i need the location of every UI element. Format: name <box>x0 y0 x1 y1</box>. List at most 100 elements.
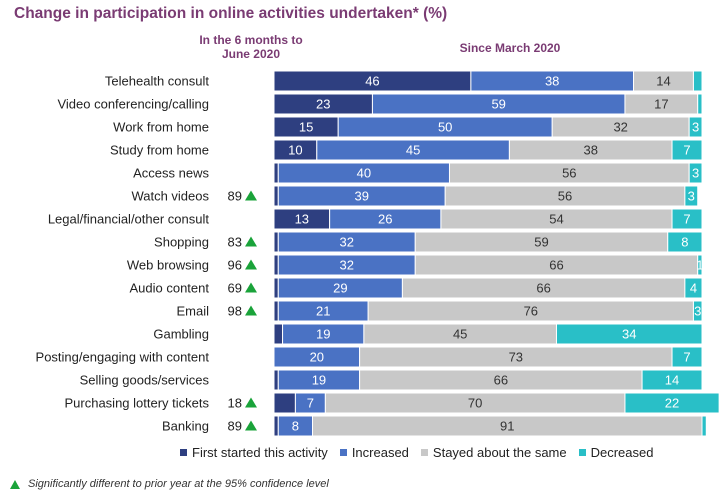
category-label-selling-goods-services: Selling goods/services <box>80 373 210 388</box>
legend-item-stayed-about-the-same: Stayed about the same <box>420 445 567 460</box>
data-label-selling-goods-services-stayed-about-the-same: 66 <box>494 373 508 388</box>
bar-segment-banking-first-started-this-activity <box>273 415 279 437</box>
category-label-posting-engaging-with-content: Posting/engaging with content <box>36 350 210 365</box>
data-label-posting-engaging-with-content-increased: 20 <box>310 350 324 365</box>
category-label-banking: Banking <box>162 419 209 434</box>
data-label-study-from-home-decreased: 7 <box>683 143 690 158</box>
category-label-email: Email <box>176 304 209 319</box>
category-label-study-from-home: Study from home <box>110 143 209 158</box>
category-label-telehealth-consult: Telehealth consult <box>105 74 209 89</box>
data-label-posting-engaging-with-content-decreased: 7 <box>683 350 690 365</box>
data-label-email-decreased: 3 <box>694 304 701 319</box>
data-label-web-browsing-increased: 32 <box>340 258 354 273</box>
data-label-web-browsing-stayed-about-the-same: 66 <box>549 258 563 273</box>
footnote: Significantly different to prior year at… <box>10 478 329 490</box>
bar-segment-email-decreased <box>692 300 703 322</box>
data-label-study-from-home-first-started-this-activity: 10 <box>288 143 302 158</box>
chart-legend: First started this activity Increased Stay… <box>180 445 653 460</box>
data-label-shopping-decreased: 8 <box>681 235 688 250</box>
category-label-shopping: Shopping <box>154 235 209 250</box>
data-label-telehealth-consult-increased: 38 <box>545 74 559 89</box>
significance-triangle-icon <box>10 479 20 489</box>
bar-segment-study-from-home-decreased <box>671 139 703 161</box>
bar-segment-selling-goods-services-decreased <box>641 369 703 391</box>
significance-triangle-icon <box>245 282 257 293</box>
bar-segment-web-browsing-first-started-this-activity <box>273 254 279 276</box>
bar-segment-work-from-home-decreased <box>688 116 703 138</box>
data-label-email-stayed-about-the-same: 76 <box>524 304 538 319</box>
legend-label: Stayed about the same <box>432 445 567 460</box>
data-label-telehealth-consult-stayed-about-the-same: 14 <box>656 74 670 89</box>
category-label-access-news: Access news <box>133 166 209 181</box>
data-label-shopping-stayed-about-the-same: 59 <box>534 235 548 250</box>
legend-swatch <box>578 449 586 456</box>
data-label-purchasing-lottery-tickets-decreased: 22 <box>665 396 679 411</box>
data-label-work-from-home-decreased: 3 <box>692 120 699 135</box>
data-label-gambling-increased: 19 <box>316 327 330 342</box>
data-label-work-from-home-increased: 50 <box>438 120 452 135</box>
data-label-legal-financial-other-consult-increased: 26 <box>378 212 392 227</box>
data-label-gambling-decreased: 34 <box>622 327 636 342</box>
data-label-posting-engaging-with-content-stayed-about-the-same: 73 <box>509 350 523 365</box>
significance-triangle-icon <box>245 420 257 431</box>
data-label-access-news-increased: 40 <box>357 166 371 181</box>
bar-segment-watch-videos-decreased <box>684 185 699 207</box>
legend-swatch <box>339 449 347 456</box>
category-label-purchasing-lottery-tickets: Purchasing lottery tickets <box>64 396 209 411</box>
category-label-work-from-home: Work from home <box>113 120 209 135</box>
data-label-video-conferencing-calling-first-started-this-activity: 23 <box>316 97 330 112</box>
category-label-video-conferencing-calling: Video conferencing/calling <box>57 97 209 112</box>
significance-triangle-icon <box>245 190 257 201</box>
significance-triangle-icon <box>245 236 257 247</box>
data-label-work-from-home-stayed-about-the-same: 32 <box>613 120 627 135</box>
bar-segment-gambling-first-started-this-activity <box>273 323 284 345</box>
legend-item-decreased: Decreased <box>578 445 653 460</box>
category-label-gambling: Gambling <box>153 327 209 342</box>
bar-segment-shopping-decreased <box>667 231 703 253</box>
prior-year-value-banking: 89 <box>228 419 242 434</box>
data-label-access-news-stayed-about-the-same: 56 <box>562 166 576 181</box>
data-label-selling-goods-services-increased: 19 <box>312 373 326 388</box>
footnote-text: Significantly different to prior year at… <box>28 478 329 490</box>
data-label-email-increased: 21 <box>316 304 330 319</box>
data-label-watch-videos-stayed-about-the-same: 56 <box>558 189 572 204</box>
data-label-video-conferencing-calling-increased: 59 <box>491 97 505 112</box>
bar-segment-purchasing-lottery-tickets-decreased <box>624 392 720 414</box>
legend-item-increased: Increased <box>339 445 409 460</box>
bar-segment-audio-content-first-started-this-activity <box>273 277 279 299</box>
column-header-prior-period: In the 6 months to June 2020 <box>199 33 303 61</box>
data-label-purchasing-lottery-tickets-increased: 7 <box>307 396 314 411</box>
data-label-watch-videos-decreased: 3 <box>688 189 695 204</box>
data-label-audio-content-stayed-about-the-same: 66 <box>536 281 550 296</box>
bar-segment-video-conferencing-calling-decreased <box>697 93 703 115</box>
data-label-gambling-stayed-about-the-same: 45 <box>453 327 467 342</box>
data-label-access-news-decreased: 3 <box>692 166 699 181</box>
bar-segment-access-news-decreased <box>688 162 703 184</box>
data-label-audio-content-increased: 29 <box>333 281 347 296</box>
significance-triangle-icon <box>245 305 257 316</box>
legend-swatch <box>420 449 428 456</box>
prior-year-value-web-browsing: 96 <box>228 258 242 273</box>
bar-segment-banking-decreased <box>701 415 707 437</box>
data-label-audio-content-decreased: 4 <box>690 281 697 296</box>
bar-segment-selling-goods-services-first-started-this-activity <box>273 369 279 391</box>
data-label-study-from-home-increased: 45 <box>406 143 420 158</box>
bar-segment-legal-financial-other-consult-decreased <box>671 208 703 230</box>
legend-label: First started this activity <box>192 445 328 460</box>
bar-segment-purchasing-lottery-tickets-first-started-this-activity <box>273 392 296 414</box>
category-label-web-browsing: Web browsing <box>127 258 209 273</box>
bar-segment-web-browsing-decreased <box>697 254 703 276</box>
data-label-video-conferencing-calling-stayed-about-the-same: 17 <box>654 97 668 112</box>
bar-segment-audio-content-decreased <box>684 277 703 299</box>
data-label-work-from-home-first-started-this-activity: 15 <box>299 120 313 135</box>
category-label-audio-content: Audio content <box>129 281 209 296</box>
data-label-legal-financial-other-consult-decreased: 7 <box>683 212 690 227</box>
data-label-telehealth-consult-first-started-this-activity: 46 <box>365 74 379 89</box>
legend-label: Increased <box>351 445 409 460</box>
data-label-shopping-increased: 32 <box>340 235 354 250</box>
bar-segment-access-news-first-started-this-activity <box>273 162 279 184</box>
data-label-purchasing-lottery-tickets-stayed-about-the-same: 70 <box>468 396 482 411</box>
legend-item-first-started-this-activity: First started this activity <box>180 445 328 460</box>
prior-year-value-email: 98 <box>228 304 242 319</box>
significance-triangle-icon <box>245 259 257 270</box>
